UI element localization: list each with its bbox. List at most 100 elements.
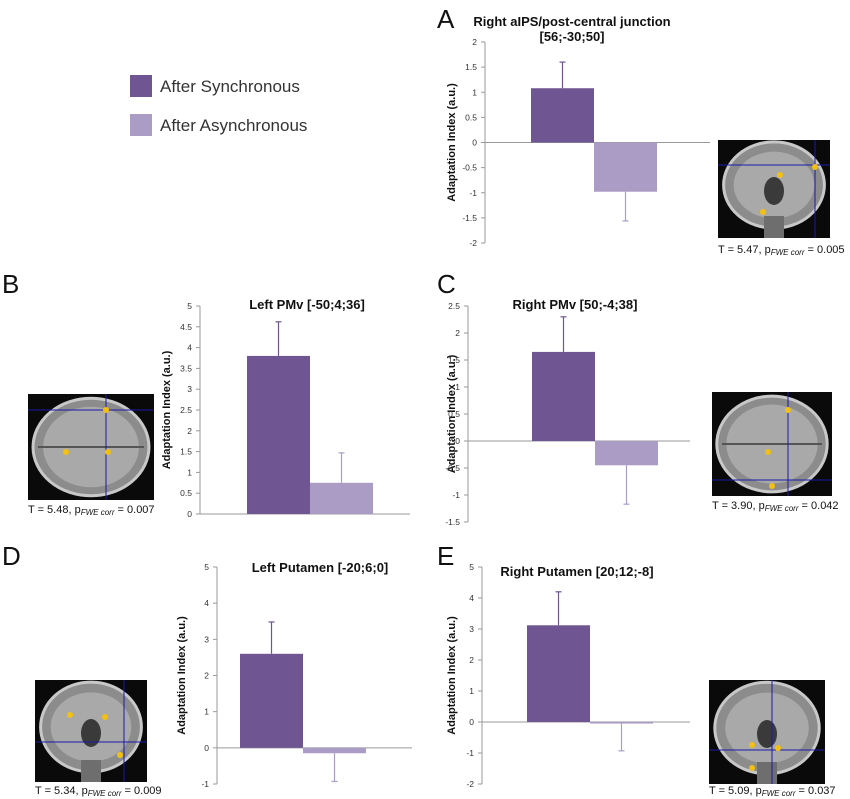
y-tick-label: -1.5 (462, 213, 477, 223)
bar-sync (527, 625, 590, 722)
y-tick-label: 3 (204, 634, 209, 644)
stat-caption-d: T = 5.34, pFWE corr = 0.009 (35, 785, 162, 798)
stat-subscript: FWE corr (88, 789, 122, 798)
y-tick-label: 0 (455, 436, 460, 446)
y-tick-label: 0.5 (448, 409, 460, 419)
stat-p: = 0.005 (804, 244, 844, 256)
y-tick-label: 0 (469, 717, 474, 727)
stat-p: = 0.037 (795, 785, 835, 797)
stat-p: = 0.009 (121, 785, 161, 797)
brain-inset-a (718, 140, 830, 238)
chart-panel-a: Right aIPS/post-central junction[56;-30;… (446, 14, 710, 248)
bar-async (303, 747, 366, 754)
y-tick-label: 2 (469, 655, 474, 665)
y-tick-label: -1 (452, 490, 460, 500)
y-tick-label: -1.5 (445, 517, 460, 527)
brain-inset-c (712, 392, 832, 496)
stat-p: = 0.042 (798, 500, 838, 512)
activation-spot (775, 745, 781, 751)
chart-panel-b: Left PMv [-50;4;36] Adaptation Index (a.u… (161, 297, 410, 519)
y-axis-label: Adaptation Index (a.u.) (446, 616, 458, 735)
y-tick-label: 0 (472, 138, 477, 148)
chart-title: Left PMv [-50;4;36] (249, 297, 365, 312)
activation-spot (765, 449, 771, 455)
y-tick-label: 2.5 (180, 405, 192, 415)
stat-t: T = 3.90, p (712, 500, 765, 512)
y-tick-label: 5 (469, 562, 474, 572)
y-tick-label: 0 (204, 743, 209, 753)
stat-subscript: FWE corr (762, 789, 796, 798)
chart-title: Right PMv [50;-4;38] (513, 297, 638, 312)
legend-label-sync: After Synchronous (160, 77, 300, 96)
activation-spot (760, 209, 766, 215)
activation-spot (67, 712, 73, 718)
y-tick-label: 0.5 (465, 112, 477, 122)
y-tick-label: 1 (469, 686, 474, 696)
y-tick-label: 4 (469, 593, 474, 603)
y-tick-label: 0.5 (180, 488, 192, 498)
brain-inset-b (28, 394, 154, 500)
chart-title: Left Putamen [-20;6;0] (252, 560, 389, 575)
y-tick-label: -0.5 (462, 163, 477, 173)
chart-panel-d: Left Putamen [-20;6;0] Adaptation Index (… (176, 560, 412, 789)
activation-spot (63, 449, 69, 455)
panel-letter-c: C (437, 269, 456, 299)
bar-async (595, 441, 658, 466)
brain-ventricle (81, 719, 101, 747)
activation-spot (812, 164, 818, 170)
charts-layer: Right aIPS/post-central junction[56;-30;… (161, 14, 710, 789)
bar-async (590, 722, 653, 724)
chart-panel-e: Right Putamen [20;12;-8] Adaptation Index… (446, 562, 690, 789)
brain-ventricle (764, 177, 784, 205)
y-tick-label: 2 (472, 37, 477, 47)
y-tick-label: 3.5 (180, 363, 192, 373)
y-axis-label: Adaptation Index (a.u.) (446, 354, 458, 473)
stat-t: T = 5.34, p (35, 785, 88, 797)
y-tick-label: 1 (472, 87, 477, 97)
y-tick-label: 4 (187, 343, 192, 353)
activation-spot (777, 172, 783, 178)
stat-caption-e: T = 5.09, pFWE corr = 0.037 (709, 785, 836, 798)
y-tick-label: 1.5 (448, 355, 460, 365)
activation-spot (749, 765, 755, 771)
y-tick-label: 2.5 (448, 301, 460, 311)
chart-panel-c: Right PMv [50;-4;38] Adaptation Index (a.… (445, 297, 690, 527)
y-axis-label: Adaptation Index (a.u.) (446, 83, 458, 202)
activation-spot (117, 752, 123, 758)
y-axis-label: Adaptation Index (a.u.) (176, 616, 188, 735)
y-tick-label: 5 (204, 562, 209, 572)
y-tick-label: -0.5 (445, 463, 460, 473)
bar-sync (532, 351, 595, 441)
stat-subscript: FWE corr (771, 248, 805, 257)
y-tick-label: -1 (469, 188, 477, 198)
bar-async (594, 142, 657, 192)
stat-caption-b: T = 5.48, pFWE corr = 0.007 (28, 504, 155, 517)
y-axis-label: Adaptation Index (a.u.) (161, 350, 173, 469)
activation-spot (105, 449, 111, 455)
bar-sync (247, 355, 310, 514)
activation-spot (785, 407, 791, 413)
stat-subscript: FWE corr (81, 508, 115, 517)
stat-subscript: FWE corr (765, 504, 799, 513)
y-tick-label: -1 (466, 748, 474, 758)
bar-sync (240, 653, 303, 748)
panel-letter-b: B (2, 269, 19, 299)
brain-insets-layer (28, 140, 832, 784)
stat-caption-c: T = 3.90, pFWE corr = 0.042 (712, 500, 839, 513)
activation-spot (769, 483, 775, 489)
brain-inset-e (709, 680, 825, 784)
brain-stem (757, 762, 777, 784)
activation-spot (749, 742, 755, 748)
brain-stem (81, 760, 101, 782)
legend-swatch-sync (130, 75, 152, 97)
legend: After Synchronous After Asynchronous (130, 75, 307, 136)
legend-swatch-async (130, 114, 152, 136)
y-tick-label: 3 (469, 624, 474, 634)
y-tick-label: 4 (204, 598, 209, 608)
panel-letter-d: D (2, 541, 21, 571)
y-tick-label: -2 (469, 238, 477, 248)
brain-inset-d (35, 680, 147, 782)
y-tick-label: 2 (187, 426, 192, 436)
